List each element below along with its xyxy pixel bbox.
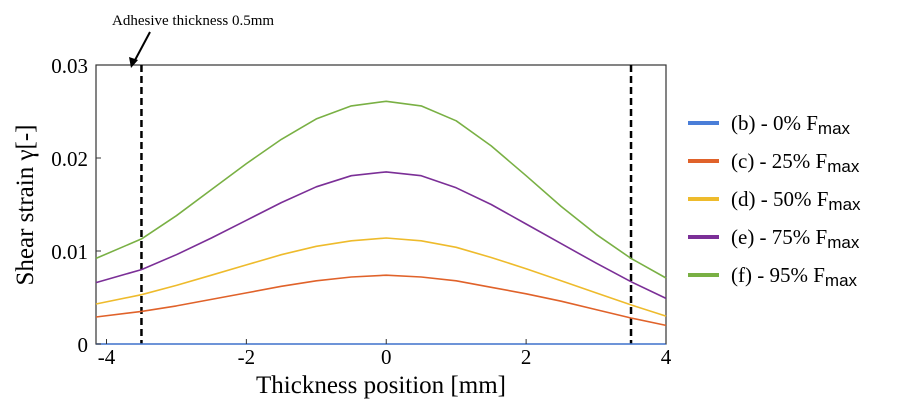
plot-area: [95, 64, 667, 345]
series-layer: [95, 100, 667, 345]
y-tick-label: 0.03: [51, 54, 88, 78]
x-tick-label: -4: [98, 345, 116, 369]
annotation: Adhesive thickness 0.5mm: [112, 13, 274, 68]
series-line-3: [95, 171, 667, 300]
legend-label-1: (c) - 25% Fmax: [731, 149, 860, 176]
legend: (b) - 0% Fmax (c) - 25% Fmax (d) - 50% Fma…: [688, 111, 861, 290]
y-tick-label: 0.01: [51, 240, 88, 264]
y-tick-label: 0: [78, 333, 89, 357]
series-line-2: [95, 237, 667, 317]
x-tick-label: 0: [381, 345, 392, 369]
x-axis: -4 -2 0 2 4: [98, 339, 672, 369]
x-tick-label: 2: [521, 345, 532, 369]
legend-label-2: (d) - 50% Fmax: [731, 187, 861, 214]
legend-label-4: (f) - 95% Fmax: [731, 263, 858, 290]
annotation-text: Adhesive thickness 0.5mm: [112, 13, 274, 29]
adhesive-boundary-lines: [140, 65, 633, 344]
plot-frame: [95, 64, 667, 345]
x-tick-label: 4: [661, 345, 672, 369]
x-tick-label: -2: [238, 345, 256, 369]
legend-label-0: (b) - 0% Fmax: [731, 111, 851, 138]
x-axis-label: Thickness position [mm]: [256, 372, 506, 399]
series-line-1: [95, 274, 667, 327]
annotation-arrowhead: [129, 57, 138, 68]
series-line-4: [95, 100, 667, 279]
y-axis-label: Shear strain γ[-]: [12, 125, 39, 286]
annotation-arrow: [133, 31, 151, 63]
y-tick-label: 0.02: [51, 147, 88, 171]
y-axis: 0 0.01 0.02 0.03: [51, 54, 101, 357]
legend-label-3: (e) - 75% Fmax: [731, 225, 860, 252]
